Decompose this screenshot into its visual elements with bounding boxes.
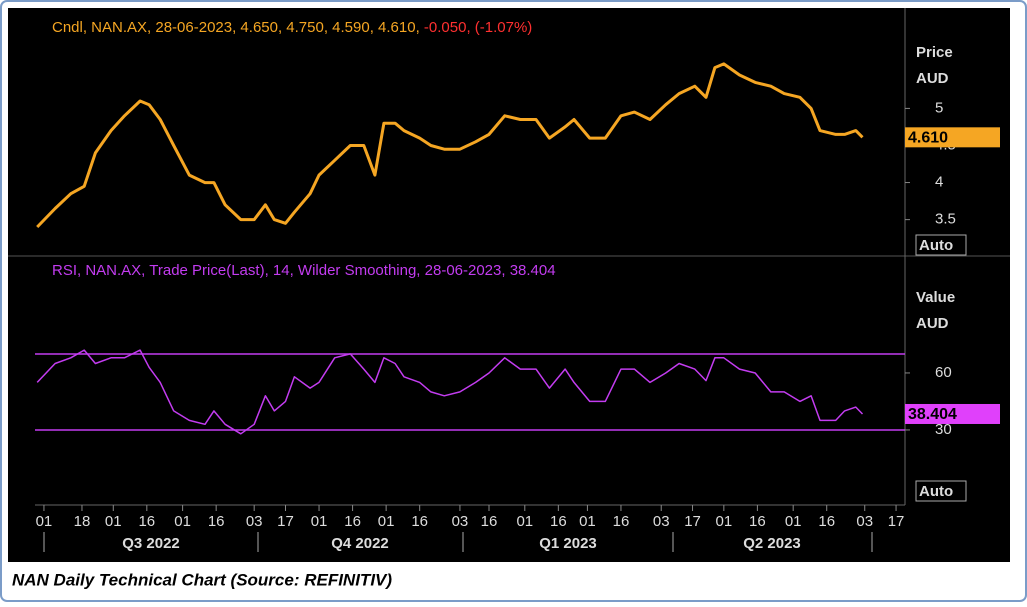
x-tick-label: 16 — [481, 513, 498, 530]
x-tick-label: 16 — [208, 513, 225, 530]
rsi-legend: RSI, NAN.AX, Trade Price(Last), 14, Wild… — [52, 262, 556, 279]
legend-text: Cndl, NAN.AX, 28-06-2023, 4.650, 4.750, … — [52, 19, 420, 36]
last-value-label: 38.404 — [908, 406, 957, 423]
x-tick-label: 03 — [452, 513, 469, 530]
x-tick-label: 18 — [74, 513, 91, 530]
caption: NAN Daily Technical Chart (Source: REFIN… — [12, 570, 392, 589]
x-tick-label: 03 — [246, 513, 263, 530]
auto-button[interactable] — [915, 234, 967, 256]
x-tick-label: 01 — [36, 513, 53, 530]
x-tick-label: 03 — [856, 513, 873, 530]
x-tick-label: 16 — [749, 513, 766, 530]
x-tick-label: 16 — [613, 513, 630, 530]
y-tick-label: 5 — [935, 99, 943, 116]
quarter-label: Q1 2023 — [539, 535, 597, 552]
price-legend: Cndl, NAN.AX, 28-06-2023, 4.650, 4.750, … — [52, 19, 532, 36]
x-tick-label: 01 — [516, 513, 533, 530]
chart-bg — [8, 8, 1010, 562]
x-tick-label: 01 — [378, 513, 395, 530]
auto-button[interactable] — [915, 480, 967, 502]
quarter-label: Q3 2022 — [122, 535, 180, 552]
series-line — [36, 349, 864, 435]
last-value-box — [905, 127, 1000, 148]
x-tick-label: 16 — [411, 513, 428, 530]
y-label: AUD — [916, 70, 949, 87]
last-value-label: 4.610 — [908, 130, 948, 147]
x-tick-label: 01 — [311, 513, 328, 530]
x-tick-label: 17 — [888, 513, 905, 530]
x-tick-label: 01 — [579, 513, 596, 530]
x-tick-label: 01 — [174, 513, 191, 530]
y-label: AUD — [916, 315, 949, 332]
y-tick-label: 3.5 — [935, 211, 956, 228]
x-tick-label: 01 — [105, 513, 122, 530]
x-tick-label: 16 — [138, 513, 155, 530]
x-tick-label: 03 — [653, 513, 670, 530]
x-tick-label: 16 — [550, 513, 567, 530]
y-label: Price — [916, 44, 953, 61]
legend-change: -0.050, (-1.07%) — [424, 19, 532, 36]
y-tick-label: 4 — [935, 174, 943, 191]
x-tick-label: 17 — [684, 513, 701, 530]
x-tick-label: 16 — [344, 513, 361, 530]
x-tick-label: 01 — [715, 513, 732, 530]
y-tick-label: 30 — [935, 421, 952, 438]
quarter-separators — [43, 532, 873, 552]
auto-label[interactable]: Auto — [919, 483, 953, 500]
x-tick-label: 01 — [785, 513, 802, 530]
y-label: Value — [916, 289, 955, 306]
auto-label[interactable]: Auto — [919, 237, 953, 254]
x-tick-label: 17 — [277, 513, 294, 530]
y-tick-label: 60 — [935, 364, 952, 381]
quarter-label: Q4 2022 — [331, 535, 389, 552]
quarter-label: Q2 2023 — [743, 535, 801, 552]
last-value-box — [905, 403, 1000, 424]
x-tick-label: 16 — [818, 513, 835, 530]
series-line — [36, 62, 864, 229]
